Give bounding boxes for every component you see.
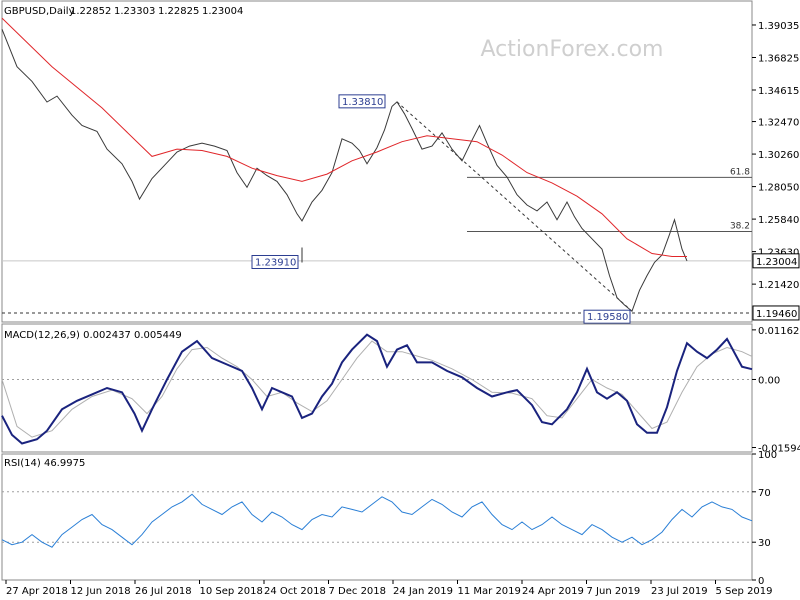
price-y-tick-label: 1.21420 [758,280,799,291]
macd-label: MACD(12,26,9) 0.002437 0.005449 [4,330,182,341]
rsi-y-tick-label: 0 [758,576,764,587]
support-label: 1.19460 [756,309,797,320]
x-tick-label: 27 Apr 2018 [6,586,68,597]
x-tick-label: 10 Sep 2018 [200,586,263,597]
rsi-y-tick-label: 30 [758,538,771,549]
price-series-line [1,29,688,313]
sma-series-line [1,17,687,257]
dec-low-annotation-label: 1.23910 [255,257,296,268]
price-header-symbol: GBPUSD,Daily [4,6,75,17]
watermark: ActionForex.com [481,37,664,62]
x-tick-label: 24 Apr 2019 [522,586,584,597]
current-price-box [752,253,800,269]
current-price-label: 1.23004 [756,257,797,268]
high-annotation-box [338,94,386,109]
dec-low-annotation-box [251,254,299,269]
macd-y-tick-label: 0.011625 [758,326,800,337]
macd-y-tick-label: 0.00 [758,375,780,386]
x-axis: 27 Apr 2018 12 Jun 2018 26 Jul 2018 10 Sep … [5,580,773,597]
fib-618-label: 61.8 [730,167,750,177]
x-tick-label: 24 Oct 2018 [264,586,326,597]
macd-y-tick-label: -0.015949 [758,444,800,455]
x-tick-label: 23 Jul 2019 [651,586,708,597]
high-annotation-label: 1.33810 [342,97,383,108]
rsi-line [1,493,753,548]
rsi-y-tick-label: 70 [758,488,771,499]
fib-382-label: 38.2 [730,221,750,231]
rsi-panel-frame [1,453,753,581]
rsi-panel: RSI(14) 46.9975 100 70 30 0 [1,450,777,587]
aug-low-annotation-box [583,309,631,324]
x-tick-label: 11 Mar 2019 [458,586,521,597]
price-header-low: 1.22825 [158,6,199,17]
x-tick-label: 12 Jun 2018 [71,586,131,597]
price-header-high: 1.23303 [114,6,155,17]
price-panel: GBPUSD,Daily 1.22852 1.23303 1.22825 1.2… [1,0,800,324]
rsi-y-tick-label: 100 [758,450,777,461]
price-y-tick-label: 1.39035 [758,21,799,32]
rsi-label: RSI(14) 46.9975 [4,458,85,469]
aug-low-annotation-label: 1.19580 [587,312,628,323]
price-y-tick-label: 1.28050 [758,183,799,194]
price-y-tick-label: 1.25840 [758,215,799,226]
price-header-open: 1.22852 [70,6,111,17]
price-header-close: 1.23004 [202,6,243,17]
support-box [752,305,800,321]
macd-main-line [1,333,753,445]
price-y-tick-label: 1.23630 [758,248,799,259]
macd-panel: MACD(12,26,9) 0.002437 0.005449 0.011625… [1,323,800,455]
price-y-tick-label: 1.32470 [758,118,799,129]
price-y-tick-label: 1.30260 [758,150,799,161]
x-tick-label: 7 Jun 2019 [587,586,641,597]
price-panel-frame [1,0,753,323]
x-tick-label: 7 Dec 2018 [329,586,387,597]
x-tick-label: 5 Sep 2019 [716,586,773,597]
swing-dashed-line [396,101,633,312]
x-tick-label: 24 Jan 2019 [393,586,453,597]
x-tick-label: 26 Jul 2018 [135,586,192,597]
price-y-tick-label: 1.36825 [758,53,799,64]
macd-panel-frame [1,323,753,453]
price-y-tick-label: 1.34615 [758,86,799,97]
